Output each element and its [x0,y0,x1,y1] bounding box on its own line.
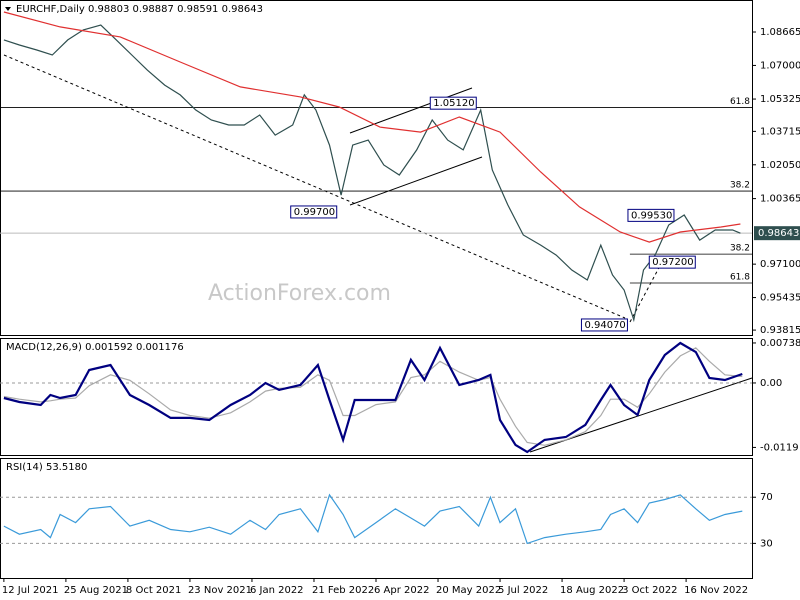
fib-label: 61.8 [730,273,750,283]
trend-line [629,261,663,323]
y-tick-label: 70 [760,492,773,503]
y-tick-label: 30 [760,538,773,549]
series-line [3,11,741,243]
price-label: 0.97200 [652,257,693,268]
y-tick-label: 1.07000 [760,60,800,71]
y-tick-label: 0.93815 [760,325,800,336]
y-tick-label: 1.00365 [760,194,800,205]
y-tick-label: 1.05325 [760,94,800,105]
last-price-box [754,226,800,241]
x-tick-label: 6 Jan 2022 [250,585,304,596]
price-label-box [290,205,338,219]
x-tick-label: 21 Feb 2022 [312,585,374,596]
fib-label: 38.2 [730,181,750,191]
watermark: ActionForex.com [208,281,391,306]
price-label: 0.99530 [631,210,672,221]
fib-label: 61.8 [730,97,750,107]
price-label-box [648,255,696,269]
y-tick-label: 1.03715 [760,126,800,137]
series-line [3,347,743,446]
y-tick-label: -0.0119 [760,442,799,453]
y-tick-label: 0.007384 [760,338,800,349]
trend-line [3,54,626,319]
x-tick-label: 8 Oct 2021 [126,585,181,596]
price-label-box [429,96,477,110]
price-label-box [580,318,628,332]
header-icon [5,7,11,11]
series-line [3,341,743,454]
last-price-label: 0.98643 [758,228,799,239]
x-tick-label: 25 Aug 2021 [64,585,128,596]
y-tick-label: 0.00 [760,378,782,389]
x-tick-label: 12 Jul 2021 [2,585,59,596]
x-tick-label: 16 Nov 2022 [684,585,748,596]
x-tick-label: 18 Aug 2022 [560,585,624,596]
channel-line [349,156,483,206]
price-label: 0.99700 [294,207,335,218]
series-line [3,24,741,323]
y-tick-label: 0.97100 [760,259,800,270]
x-tick-label: 23 Nov 2021 [188,585,252,596]
channel-line [349,87,473,134]
price-label: 1.05120 [433,98,474,109]
x-tick-label: 20 May 2022 [436,585,501,596]
y-tick-label: 1.08665 [760,27,800,38]
y-tick-label: 1.02050 [760,160,800,171]
panel-title: RSI(14) 53.5180 [6,462,87,473]
panel-title: MACD(12,26,9) 0.001592 0.001176 [6,342,184,353]
macd-panel [0,338,753,456]
x-tick-label: 3 Oct 2022 [622,585,677,596]
price-panel [0,0,753,336]
y-tick-label: 0.95435 [760,293,800,304]
x-tick-label: 5 Jul 2022 [498,585,548,596]
price-label-box [627,208,675,222]
price-label: 0.94070 [584,320,625,331]
series-line [3,493,743,545]
fib-label: 38.2 [730,244,750,254]
panel-title: EURCHF,Daily 0.98803 0.98887 0.98591 0.9… [16,4,263,15]
x-tick-label: 6 Apr 2022 [374,585,429,596]
